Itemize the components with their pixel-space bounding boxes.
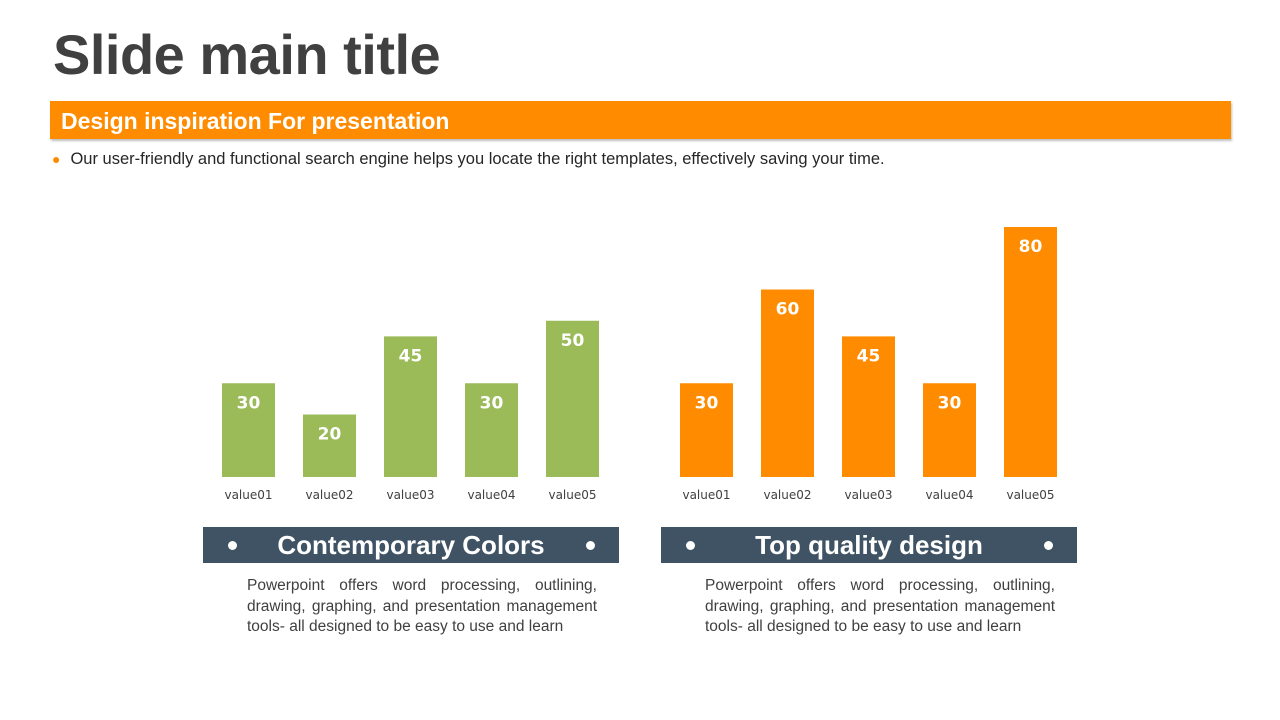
subtitle-banner: Design inspiration For presentation (50, 101, 1231, 139)
category-label: value03 (844, 488, 892, 502)
slide-title: Slide main title (53, 23, 441, 86)
data-label: 30 (480, 393, 504, 413)
data-label: 30 (938, 393, 962, 413)
green-bar-chart: 30 value01 20 value02 45 value03 30 value04 50 va… (222, 320, 599, 502)
data-label: 80 (1019, 237, 1043, 257)
bullet-item: ● Our user-friendly and functional search… (52, 150, 885, 169)
bullet-dot-icon (228, 541, 237, 550)
caption-bar-top-quality-design: Top quality design (661, 527, 1077, 563)
bar-value05 (546, 320, 599, 477)
data-label: 20 (318, 425, 342, 445)
description-text: Powerpoint offers word processing, outli… (247, 577, 597, 635)
category-label: value04 (925, 488, 973, 502)
category-label: value05 (1006, 488, 1054, 502)
bar-value01 (680, 383, 733, 477)
data-label: 45 (857, 346, 881, 366)
description-text: Powerpoint offers word processing, outli… (705, 577, 1055, 635)
category-label: value05 (548, 488, 596, 502)
bar-value04 (923, 383, 976, 477)
category-label: value02 (305, 488, 353, 502)
data-label: 45 (399, 346, 423, 366)
data-label: 50 (561, 331, 585, 351)
bar-value02 (761, 289, 814, 477)
orange-bar-chart-svg: 30 value01 60 value02 45 value03 30 value04 80 va… (680, 227, 1057, 502)
bullet-dot-icon: ● (52, 151, 61, 167)
category-label: value02 (763, 488, 811, 502)
orange-bar-chart: 30 value01 60 value02 45 value03 30 value04 80 va… (680, 227, 1057, 502)
category-label: value04 (467, 488, 515, 502)
category-label: value01 (682, 488, 730, 502)
bar-value03 (842, 336, 895, 477)
bar-value01 (222, 383, 275, 477)
data-label: 30 (237, 393, 261, 413)
category-label: value03 (386, 488, 434, 502)
caption-bar-contemporary-colors: Contemporary Colors (203, 527, 619, 563)
caption-title: Contemporary Colors (277, 530, 545, 560)
data-label: 60 (776, 300, 800, 320)
bullet-dot-icon (586, 541, 595, 550)
green-bar-chart-svg: 30 value01 20 value02 45 value03 30 value04 50 va… (222, 320, 599, 502)
bar-value03 (384, 336, 437, 477)
bullet-text: Our user-friendly and functional search … (70, 150, 885, 168)
bullet-dot-icon (686, 541, 695, 550)
bullet-dot-icon (1044, 541, 1053, 550)
bar-value04 (465, 383, 518, 477)
banner-text: Design inspiration For presentation (61, 108, 450, 134)
caption-title: Top quality design (755, 530, 983, 560)
bar-value02 (303, 414, 356, 477)
category-label: value01 (224, 488, 272, 502)
data-label: 30 (695, 393, 719, 413)
bar-value05 (1004, 227, 1057, 477)
